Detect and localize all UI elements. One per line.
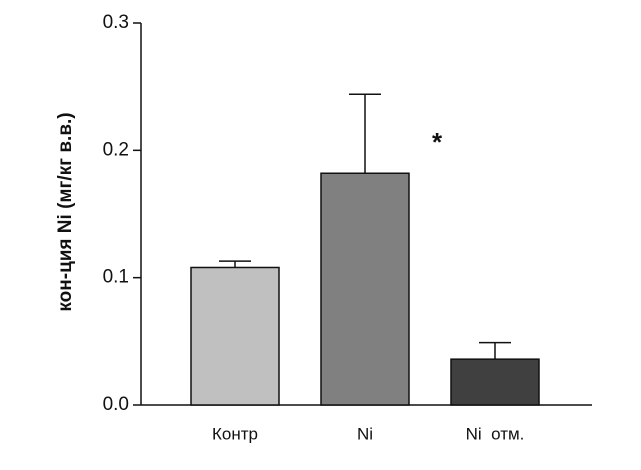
y-tick-label: 0.1	[103, 267, 129, 288]
significance-marker: *	[432, 127, 443, 157]
x-tick-label: Контр	[212, 424, 258, 443]
bar	[450, 358, 540, 406]
y-tick-label: 0.2	[103, 139, 129, 160]
x-tick-label: Ni	[357, 424, 373, 443]
y-axis-label: кон-ция Ni (мг/кг в.в.)	[55, 112, 76, 311]
x-tick-label: Ni отм.	[466, 424, 525, 443]
bar	[190, 266, 280, 406]
bar	[320, 172, 410, 406]
y-tick-label: 0.3	[103, 12, 129, 33]
y-tick-label: 0.0	[103, 394, 129, 415]
